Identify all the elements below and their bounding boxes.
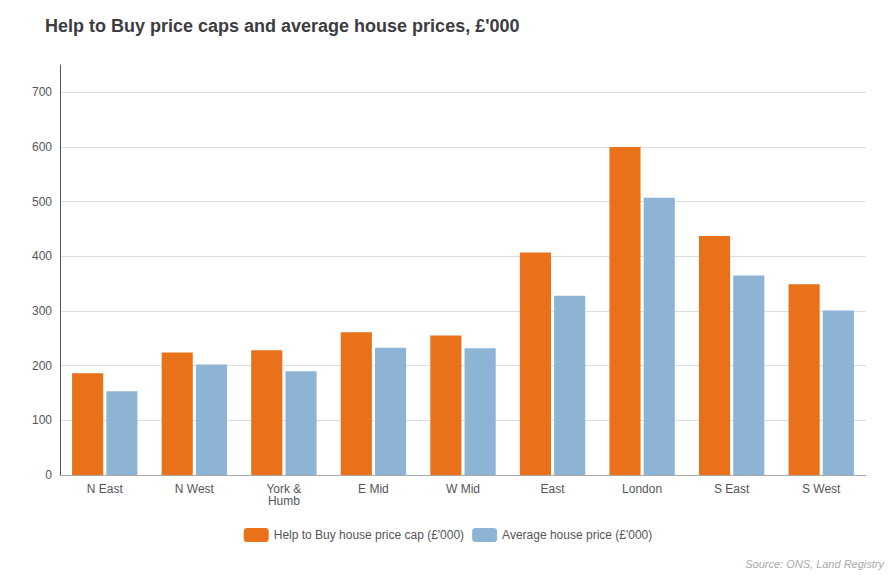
svg-text:200: 200 bbox=[32, 359, 52, 373]
svg-text:700: 700 bbox=[32, 85, 52, 99]
svg-text:W Mid: W Mid bbox=[446, 482, 480, 496]
svg-text:600: 600 bbox=[32, 140, 52, 154]
svg-text:York &: York & bbox=[266, 482, 302, 496]
svg-text:Average house price (£'000): Average house price (£'000) bbox=[502, 528, 652, 542]
svg-text:East: East bbox=[541, 482, 566, 496]
svg-text:Help to Buy price caps and ave: Help to Buy price caps and average house… bbox=[45, 16, 519, 36]
svg-text:300: 300 bbox=[32, 304, 52, 318]
svg-text:500: 500 bbox=[32, 195, 52, 209]
svg-text:N West: N West bbox=[175, 482, 215, 496]
svg-text:N East: N East bbox=[87, 482, 124, 496]
svg-text:100: 100 bbox=[32, 413, 52, 427]
svg-text:S West: S West bbox=[802, 482, 841, 496]
svg-text:Help to Buy house price cap (£: Help to Buy house price cap (£'000) bbox=[274, 528, 464, 542]
svg-text:Humb: Humb bbox=[268, 494, 300, 508]
svg-text:Source: ONS, Land Registry: Source: ONS, Land Registry bbox=[745, 558, 885, 570]
svg-text:E Mid: E Mid bbox=[358, 482, 389, 496]
svg-text:London: London bbox=[622, 482, 662, 496]
svg-text:0: 0 bbox=[45, 468, 52, 482]
svg-text:S East: S East bbox=[714, 482, 750, 496]
svg-text:400: 400 bbox=[32, 249, 52, 263]
